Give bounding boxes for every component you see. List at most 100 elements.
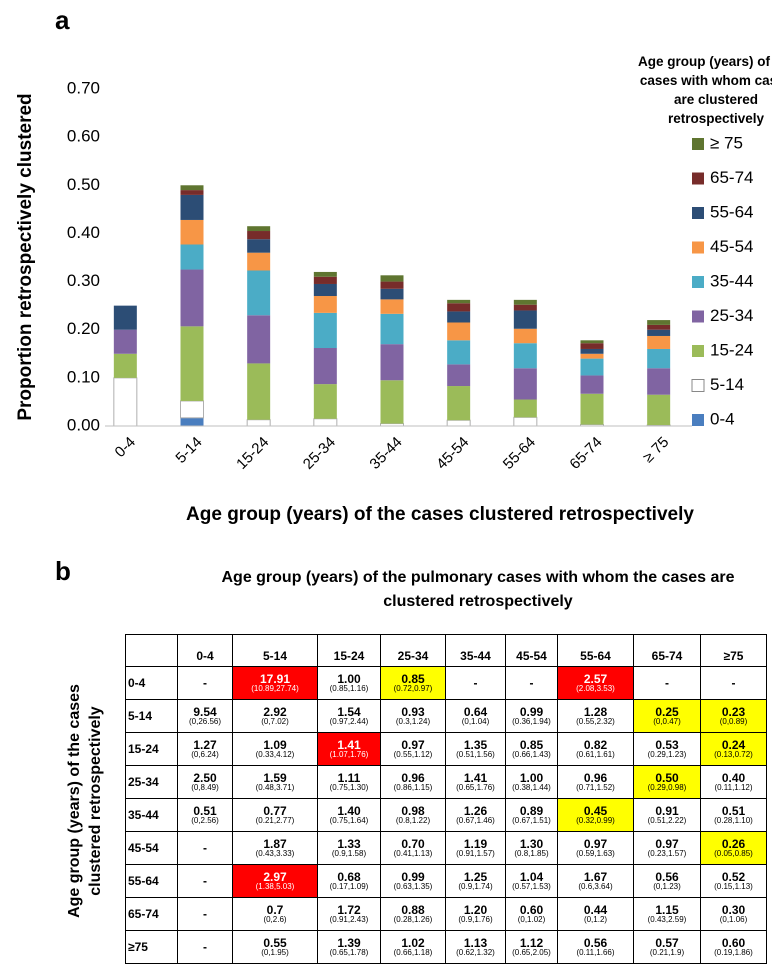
cell-value: 0.82 (583, 737, 608, 752)
bar-segment (313, 348, 337, 385)
cell-value: 0.52 (721, 869, 746, 884)
cell-ci: (0.62,1.32) (456, 948, 495, 958)
cell-value: 0.97 (583, 836, 608, 851)
cell-value: 0.89 (519, 803, 544, 818)
row-header: 35-44 (125, 798, 178, 832)
bar-segment (380, 281, 404, 289)
legend-label: 65-74 (710, 168, 753, 187)
bar-segment (447, 299, 471, 304)
bar-segment (180, 417, 204, 426)
cell-value: 0.91 (655, 803, 679, 818)
table-cell: 1.20 (0.9,1.76) (445, 897, 506, 931)
x-axis-title: Age group (years) of the cases clustered… (186, 504, 694, 525)
bar-segment (247, 363, 271, 420)
bar-segment (647, 335, 671, 349)
bar-segment (380, 275, 404, 282)
cell-value: 0.99 (401, 869, 425, 884)
cell-value: 1.11 (337, 770, 361, 785)
table-row: 45-54-1.87 (0.43,3.33) 1.33 (0.9,1.58) 0.70(… (125, 831, 767, 865)
table-cell: 1.40 (0.75,1.64) (317, 798, 381, 832)
row-axis-title: Age group (years) of the cases clustered… (66, 684, 104, 918)
table-cell: - (177, 897, 233, 931)
bar-segment (513, 328, 537, 344)
cell-ci: (0.57,1.53) (512, 882, 551, 892)
cell-value: 1.35 (463, 737, 488, 752)
corner-cell (125, 634, 178, 667)
bar-segment (380, 313, 404, 345)
table-cell: 1.72 (0.91,2.43) (317, 897, 381, 931)
cell-value: 0.60 (721, 935, 746, 950)
cell-value: 2.92 (263, 704, 287, 719)
legend-swatch (692, 414, 704, 426)
table-row: 0-4-17.91 (10.89,27.74) 1.00 (0.85,1.16) 0.8… (125, 666, 767, 700)
table-cell: 0.99 (0.36,1.94) (505, 699, 558, 733)
cell-ci: (0.66,1.43) (512, 750, 551, 760)
bar-segment (580, 358, 604, 376)
table-cell: 0.57 (0.21,1.9) (633, 930, 701, 964)
cell-value: 0.23 (721, 704, 746, 719)
table-cell: 0.60 (0.19,1.86) (700, 930, 767, 964)
cell-ci: (0.65,1.76) (456, 783, 495, 793)
cell-value: 0.51 (721, 803, 746, 818)
cell-ci: (0.21,1.9) (649, 948, 685, 958)
table-cell: - (177, 930, 233, 964)
cell-value: 0.64 (463, 704, 488, 719)
table-cell: 0.96 (0.71,1.52) (557, 765, 634, 799)
x-tick-label: 45-54 (433, 434, 472, 473)
cell-ci: (0,1.23) (653, 882, 681, 892)
cell-ci: (0,0.89) (719, 717, 748, 727)
cell-ci: (0.17,1.09) (329, 882, 369, 892)
cell-value: 1.72 (337, 902, 361, 917)
cell-ci: (0.8,1.22) (395, 816, 431, 826)
table-cell: 2.97 (1.38,5.03) (232, 864, 318, 898)
bar-segment (247, 231, 271, 240)
cell-ci: (0,0.47) (653, 717, 681, 727)
cell-ci: (0,6.24) (191, 750, 219, 760)
table-cell: 0.51 (0.28,1.10) (700, 798, 767, 832)
bar-segment (447, 311, 471, 323)
cell-ci: (0.59,1.63) (576, 849, 615, 859)
row-header: 55-64 (125, 864, 178, 898)
x-tick-label: 15-24 (233, 434, 272, 473)
table-row: 35-44 0.51 (0,2.56) 0.77 (0.21,2.77) 1.40 (0.7… (125, 798, 767, 832)
cell-value: 0.99 (519, 704, 544, 719)
cell-value: 1.26 (463, 803, 488, 818)
table-cell: - (445, 666, 506, 700)
x-tick-label: ≥ 75 (640, 434, 673, 467)
cell-value: 2.97 (263, 869, 287, 884)
cell-value: 0.68 (337, 869, 361, 884)
cell-value: 0.85 (519, 737, 544, 752)
x-tick-label: 25-34 (300, 434, 339, 473)
cell-value: 0.26 (721, 836, 746, 851)
bar-segment (247, 226, 271, 232)
bar-segment (513, 304, 537, 311)
bar-segment (647, 394, 671, 426)
cell-value: - (203, 873, 207, 888)
column-header: 45-54 (505, 634, 558, 667)
cell-value: - (203, 840, 207, 855)
cell-value: 1.00 (337, 671, 361, 686)
legend-swatch (692, 172, 704, 185)
cell-value: 0.93 (401, 704, 425, 719)
cell-value: 1.67 (583, 869, 608, 884)
row-header: 15-24 (125, 732, 178, 766)
table-cell: 1.35 (0.51,1.56) (445, 732, 506, 766)
table-cell: 0.97 (0.23,1.57) (633, 831, 701, 865)
cell-ci: (0.21,2.77) (255, 816, 295, 826)
table-cell: 0.77 (0.21,2.77) (232, 798, 318, 832)
table-cell: 1.41 (1.07,1.76) (317, 732, 381, 766)
table-cell: 0.96 (0.86,1.15) (380, 765, 446, 799)
table-cell: 0.85 (0.72,0.97) (380, 666, 446, 700)
cell-ci: (1.38,5.03) (255, 882, 295, 892)
column-header: 65-74 (633, 634, 701, 667)
table-cell: 0.53 (0.29,1.23) (633, 732, 701, 766)
cell-value: 0.60 (519, 902, 544, 917)
bar-segment (380, 380, 404, 424)
bar-segment (313, 276, 337, 284)
bar-segment (313, 296, 337, 313)
table-row: 15-24 1.27 (0,6.24) 1.09 (0.33,4.12) 1.41 (1.0… (125, 732, 767, 766)
cell-value: 1.39 (337, 935, 361, 950)
bar-segment (313, 418, 338, 427)
table-cell: 1.00 (0.85,1.16) (317, 666, 381, 700)
cell-value: 1.41 (337, 737, 361, 752)
